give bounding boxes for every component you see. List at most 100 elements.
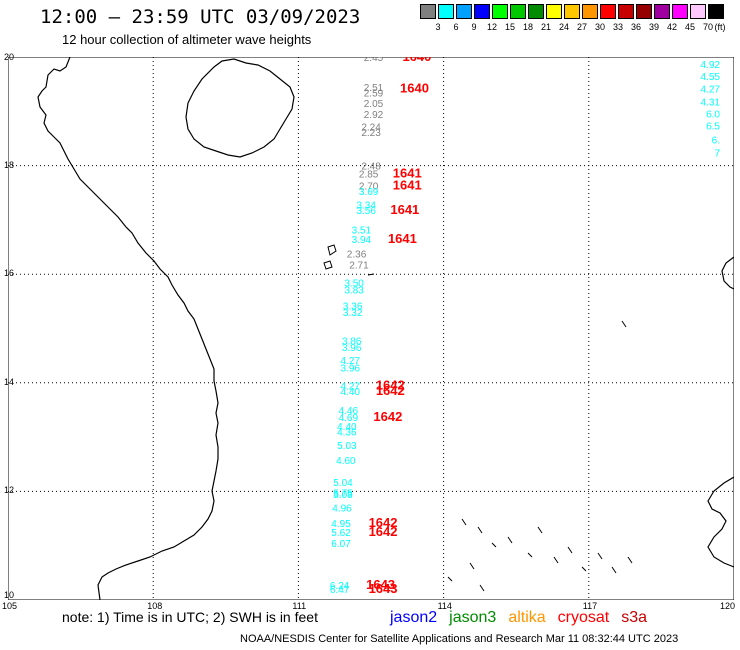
pass-time-label: 1641 [393, 166, 422, 181]
wave-height-map: 2.45 2.512.592.052.92 2.242.23 2.482.852.70… [8, 57, 734, 600]
pass-time-label: 1641 [388, 231, 417, 246]
lon-tick-label: 114 [437, 601, 452, 611]
pass-time-label: 1642 [369, 524, 398, 539]
legend-swatch [546, 4, 562, 19]
pass-time-label: 1643 [366, 577, 395, 592]
page-title: 12:00 – 23:59 UTC 03/09/2023 [40, 6, 361, 28]
swh-label: 2.85 [359, 170, 379, 181]
lon-tick-label: 111 [292, 601, 307, 611]
swh-label: 5.04 [333, 478, 353, 489]
satellite-name: altika [508, 609, 546, 626]
legend-swatch [672, 4, 688, 19]
swh-label: 2.24 [361, 123, 381, 134]
swh-label: 4.27 [341, 356, 361, 367]
swh-label: 3.32 [343, 308, 363, 319]
swh-label: 4.60 [336, 456, 356, 467]
pass-time-label: 1640 [402, 57, 431, 64]
pass-time-label: 1642 [373, 409, 402, 424]
swh-label: 3.51 [352, 226, 372, 237]
legend-swatch [420, 4, 436, 19]
legend-label: 27 [576, 22, 587, 32]
legend-label: 3 [435, 22, 441, 32]
paracel-islands [323, 244, 375, 276]
pass-time-label: 1641 [390, 202, 419, 217]
map-grid [8, 57, 734, 600]
footer-note: note: 1) Time is in UTC; 2) SWH is in fe… [62, 609, 318, 625]
legend-swatch [582, 4, 598, 19]
philippine-coast-south [707, 476, 734, 568]
legend-label: 12 [486, 22, 497, 32]
legend-swatch [564, 4, 580, 19]
legend-swatch [456, 4, 472, 19]
swh-label: 6.07 [331, 539, 351, 550]
swh-label: 2.23 [361, 128, 381, 139]
swh-label: 6.24 [330, 581, 350, 592]
swh-label: 3.56 [356, 206, 376, 217]
legend-label: 45 [684, 22, 695, 32]
legend-label: 18 [522, 22, 533, 32]
swh-label: 3.69 [359, 187, 379, 198]
legend-swatch [438, 4, 454, 19]
swh-labels: 2.45 2.512.592.052.92 2.242.23 2.482.852.70… [330, 57, 721, 596]
pass-time-label: 1641 [393, 178, 422, 193]
swh-label: 2.48 [361, 162, 381, 173]
swh-label: 6.5 [706, 121, 720, 132]
spratly-reefs [447, 320, 633, 592]
swh-label: 3.96 [341, 364, 361, 375]
satellite-name: jason2 [390, 609, 438, 626]
credit-line: NOAA/NESDIS Center for Satellite Applica… [240, 633, 679, 645]
swh-label: 4.46 [339, 406, 359, 417]
swh-label: 6.47 [330, 585, 350, 596]
map-frame [8, 57, 734, 600]
legend-label: 6 [453, 22, 459, 32]
lat-tick-label: 14 [4, 376, 15, 387]
legend-swatch [600, 4, 616, 19]
lat-tick-label: 10 [4, 590, 15, 600]
swh-label: 3.83 [344, 285, 364, 296]
pass-time-label: 1642 [376, 383, 405, 398]
legend-label: 24 [558, 22, 569, 32]
legend-label: 70 [702, 22, 713, 32]
pass-time-label: 1642 [369, 515, 398, 530]
hainan-island [185, 58, 295, 158]
swh-label: 4.36 [337, 428, 357, 439]
vietnam-coastline [37, 57, 219, 600]
legend-swatch [510, 4, 526, 19]
swh-label: 2.71 [349, 260, 369, 271]
swh-label: 4.40 [341, 387, 361, 398]
legend-swatch [528, 4, 544, 19]
swh-label: 5.62 [331, 528, 351, 539]
legend-label: 21 [540, 22, 551, 32]
pass-time-label: 1643 [369, 581, 398, 596]
swh-label: 4.40 [337, 422, 357, 433]
legend-swatch [690, 4, 706, 19]
swh-label: 2.59 [364, 88, 384, 99]
swh-label: 6. [712, 136, 720, 147]
swh-label: 2.70 [359, 182, 379, 193]
swh-label: 4.69 [339, 413, 359, 424]
swh-label: 3.86 [342, 336, 362, 347]
swh-label: 2.51 [364, 83, 384, 94]
swh-label: 4.96 [332, 504, 352, 515]
legend-label: 39 [648, 22, 659, 32]
swh-label: 4.27 [701, 84, 721, 95]
lon-tick-label: 105 [2, 601, 18, 611]
lat-tick-label: 20 [4, 52, 15, 62]
legend-unit: (ft) [714, 22, 726, 32]
swh-label: 4.95 [331, 519, 351, 530]
lon-tick-label: 108 [147, 601, 163, 611]
lat-tick-label: 16 [4, 268, 15, 279]
swh-label: 3.94 [352, 235, 372, 246]
lat-tick-label: 18 [4, 159, 15, 170]
legend-label: 36 [630, 22, 641, 32]
legend-swatch [492, 4, 508, 19]
swh-label: 7 [714, 149, 720, 160]
lon-tick-label: 120 [720, 601, 736, 611]
legend-label: 30 [594, 22, 605, 32]
legend-swatch [708, 4, 724, 19]
swh-label: 4.27 [341, 382, 361, 393]
legend-label: 15 [504, 22, 515, 32]
swh-label: 4.55 [701, 72, 721, 83]
swh-label: 3.50 [344, 278, 364, 289]
swh-label: 3.36 [343, 302, 363, 313]
